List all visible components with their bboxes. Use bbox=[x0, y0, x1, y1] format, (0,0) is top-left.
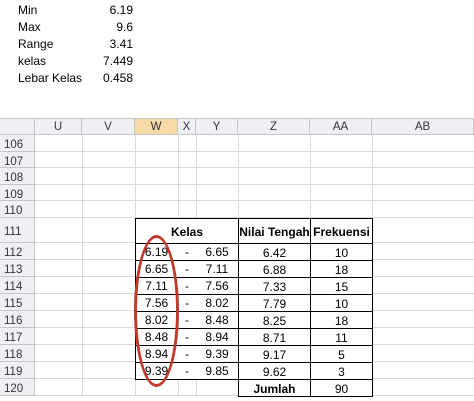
row-header[interactable]: 112 bbox=[0, 243, 35, 260]
column-header[interactable]: AA bbox=[310, 118, 372, 135]
gridline bbox=[35, 217, 474, 218]
table-header: Kelas bbox=[135, 218, 239, 244]
row-header[interactable]: 110 bbox=[0, 201, 35, 218]
class-lower: 7.11 bbox=[145, 279, 168, 293]
class-upper: 8.02 bbox=[205, 296, 229, 310]
midpoint: 6.88 bbox=[238, 260, 311, 278]
gridline bbox=[35, 200, 474, 201]
summary-label: kelas bbox=[18, 54, 47, 68]
midpoint: 7.79 bbox=[238, 294, 311, 312]
class-dash: - bbox=[185, 296, 189, 310]
column-header[interactable]: Y bbox=[196, 118, 238, 135]
row-header[interactable]: 118 bbox=[0, 345, 35, 362]
summary-value: 7.449 bbox=[102, 54, 133, 68]
row-header[interactable]: 119 bbox=[0, 362, 35, 379]
total-value: 90 bbox=[310, 379, 373, 397]
class-upper: 8.94 bbox=[205, 330, 229, 344]
column-header[interactable]: AB bbox=[372, 118, 474, 135]
total-label: Jumlah bbox=[238, 379, 311, 397]
class-dash: - bbox=[185, 279, 189, 293]
class-lower: 9.39 bbox=[144, 364, 169, 378]
frequency: 10 bbox=[310, 294, 373, 312]
class-upper: 7.11 bbox=[205, 262, 229, 276]
class-dash: - bbox=[185, 245, 189, 259]
class-dash: - bbox=[185, 313, 189, 327]
row-header[interactable]: 109 bbox=[0, 185, 35, 201]
class-upper: 6.65 bbox=[205, 245, 229, 259]
row-header[interactable]: 120 bbox=[0, 379, 35, 396]
gridline bbox=[82, 135, 83, 396]
midpoint: 9.17 bbox=[238, 345, 311, 363]
class-dash: - bbox=[185, 347, 189, 361]
frequency: 3 bbox=[310, 362, 373, 380]
class-dash: - bbox=[185, 262, 189, 276]
midpoint: 6.42 bbox=[238, 243, 311, 261]
column-header[interactable]: Z bbox=[238, 118, 310, 135]
row-header[interactable]: 111 bbox=[0, 218, 35, 243]
frequency: 15 bbox=[310, 277, 373, 295]
midpoint: 7.33 bbox=[238, 277, 311, 295]
midpoint: 9.62 bbox=[238, 362, 311, 380]
summary-value: 6.19 bbox=[109, 3, 133, 17]
gridline bbox=[35, 184, 474, 185]
table-header: Frekuensi bbox=[310, 218, 373, 244]
class-lower: 6.19 bbox=[144, 245, 169, 259]
summary-label: Min bbox=[18, 3, 38, 17]
frequency: 5 bbox=[310, 345, 373, 363]
summary-label: Max bbox=[18, 20, 41, 34]
midpoint: 8.71 bbox=[238, 328, 311, 346]
class-lower: 8.48 bbox=[144, 330, 169, 344]
corner-cell bbox=[0, 118, 35, 135]
table-header: Nilai Tengah bbox=[238, 218, 311, 244]
summary-label: Range bbox=[18, 37, 54, 51]
frequency: 11 bbox=[310, 328, 373, 346]
midpoint: 8.25 bbox=[238, 311, 311, 329]
row-header[interactable]: 108 bbox=[0, 168, 35, 185]
gridline bbox=[35, 151, 474, 152]
summary-value: 0.458 bbox=[102, 71, 133, 85]
row-header[interactable]: 114 bbox=[0, 277, 35, 294]
column-header[interactable]: V bbox=[82, 118, 135, 135]
row-header[interactable]: 117 bbox=[0, 328, 35, 345]
class-upper: 8.48 bbox=[205, 313, 229, 327]
column-header[interactable]: X bbox=[178, 118, 196, 135]
class-upper: 9.85 bbox=[205, 364, 229, 378]
gridline bbox=[35, 167, 474, 168]
column-header[interactable]: W bbox=[135, 118, 178, 135]
class-dash: - bbox=[185, 364, 189, 378]
class-lower: 7.56 bbox=[144, 296, 169, 310]
summary-label: Lebar Kelas bbox=[18, 71, 83, 85]
row-header[interactable]: 107 bbox=[0, 152, 35, 168]
frequency: 18 bbox=[310, 260, 373, 278]
frequency: 10 bbox=[310, 243, 373, 261]
frequency: 18 bbox=[310, 311, 373, 329]
class-lower: 8.02 bbox=[144, 313, 169, 327]
summary-value: 3.41 bbox=[109, 37, 133, 51]
row-header[interactable]: 115 bbox=[0, 294, 35, 311]
class-upper: 7.56 bbox=[205, 279, 229, 293]
row-header[interactable]: 116 bbox=[0, 311, 35, 328]
class-lower: 8.94 bbox=[144, 347, 169, 361]
class-dash: - bbox=[185, 330, 189, 344]
column-header[interactable]: U bbox=[35, 118, 82, 135]
row-header[interactable]: 106 bbox=[0, 135, 35, 152]
row-header[interactable]: 113 bbox=[0, 260, 35, 277]
class-upper: 9.39 bbox=[205, 347, 229, 361]
summary-value: 9.6 bbox=[116, 20, 133, 34]
class-lower: 6.65 bbox=[144, 262, 169, 276]
